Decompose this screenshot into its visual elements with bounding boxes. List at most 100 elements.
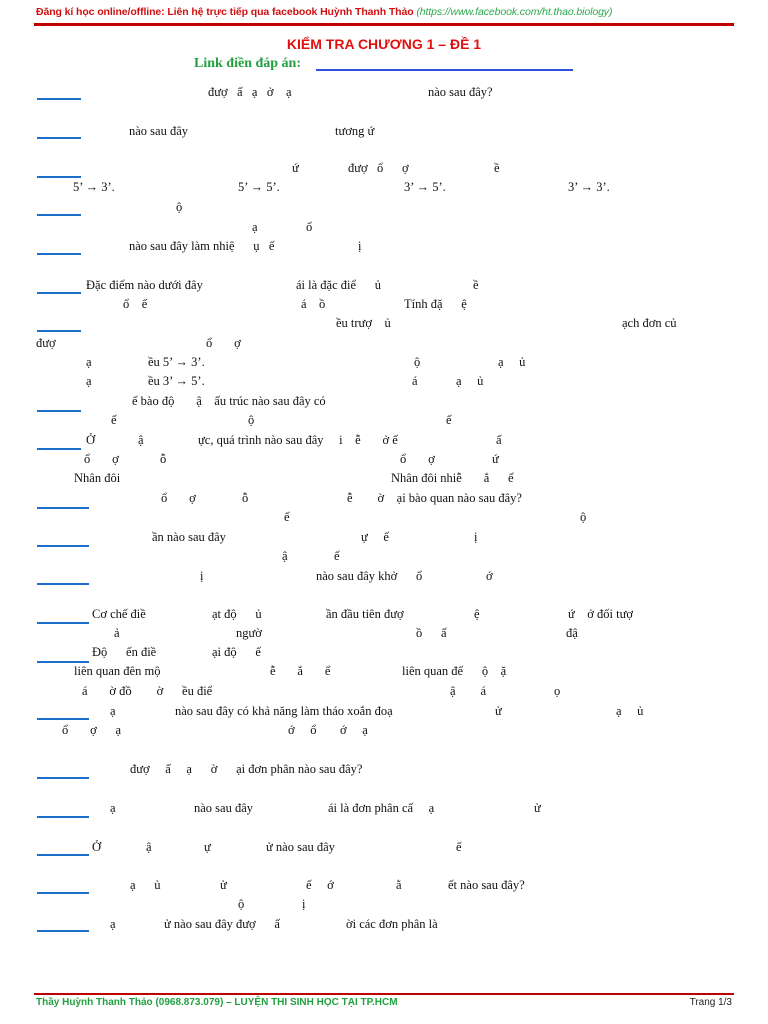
question-text-fragment: ề	[473, 278, 479, 292]
question-text-fragment: ạ ủ	[498, 355, 526, 369]
header-notice: Đăng kí học online/offline: Liên hệ trực…	[36, 6, 612, 18]
question-text-fragment: ể	[334, 549, 340, 563]
question-text-fragment: Ở	[86, 433, 96, 447]
question-text-fragment: ị	[358, 239, 362, 253]
footer-rule	[34, 993, 734, 995]
question-text-fragment: ạ	[110, 917, 116, 931]
question-text-fragment: ế ớ	[306, 878, 334, 892]
answer-blank-1[interactable]	[37, 98, 81, 100]
question-text-fragment: ổ ợ	[206, 336, 241, 350]
question-text-fragment: ạt độ ủ	[212, 607, 262, 621]
answer-blank-6[interactable]	[37, 292, 81, 294]
question-text-fragment: ời các đơn phân là	[346, 917, 438, 931]
answer-blank-12[interactable]	[37, 583, 89, 585]
question-text-fragment: ị	[474, 530, 478, 544]
question-text-fragment: ổ ợ	[161, 491, 196, 505]
question-text-fragment: 5’ → 3’.	[73, 180, 115, 194]
question-text-fragment: ộ	[238, 897, 245, 911]
question-text-fragment: Độ ến điề	[92, 645, 157, 659]
question-text-fragment: ả	[114, 626, 120, 640]
question-text-fragment: ự	[204, 840, 211, 854]
question-text-fragment: ều 3’ → 5’.	[148, 374, 205, 388]
question-text-fragment: ều trượ ủ	[336, 316, 391, 330]
question-text-fragment: ử	[220, 878, 227, 892]
question-text-fragment: đậ	[566, 626, 578, 640]
question-text-fragment: ậ	[282, 549, 288, 563]
question-text-fragment: ết nào sau đây?	[448, 878, 525, 892]
question-text-fragment: ố	[306, 220, 313, 234]
question-text-fragment: Tính đặ ệ	[404, 297, 467, 311]
answer-blank-13[interactable]	[37, 622, 89, 624]
question-text-fragment: liên quan đên mộ	[74, 664, 161, 678]
answer-blank-18[interactable]	[37, 854, 89, 856]
question-text-fragment: ử	[534, 801, 541, 815]
answer-link-field[interactable]	[316, 69, 573, 71]
question-text-fragment: ực, quá trình nào sau đây i ễ ở ế	[198, 433, 398, 447]
question-text-fragment: 3’ → 5’.	[404, 180, 446, 194]
question-text-fragment: 3’ → 3’.	[568, 180, 610, 194]
answer-blank-3[interactable]	[37, 176, 81, 178]
answer-blank-7[interactable]	[37, 330, 81, 332]
question-text-fragment: ạ	[110, 801, 116, 815]
answer-blank-15[interactable]	[37, 718, 89, 720]
question-text-fragment: ễ ắ ể	[270, 664, 331, 678]
question-text-fragment: ế	[446, 413, 452, 427]
question-text-fragment: ộ	[248, 413, 255, 427]
answer-link-label: Link điền đáp án:	[194, 56, 301, 71]
question-text-fragment: 5’ → 5’.	[238, 180, 280, 194]
question-text-fragment: ế	[111, 413, 117, 427]
answer-blank-10[interactable]	[37, 507, 89, 509]
question-text-fragment: ồ ấ	[416, 626, 447, 640]
answer-blank-11[interactable]	[37, 545, 89, 547]
question-text-fragment: ái là đặc điể ủ	[296, 278, 382, 292]
question-text-fragment: ớ	[486, 569, 493, 583]
question-text-fragment: đượ ấ ạ ờ ại đơn phân nào sau đây?	[130, 762, 363, 776]
question-text-fragment: ều 5’ → 3’.	[148, 355, 205, 369]
question-text-fragment: ạ	[86, 374, 92, 388]
question-text-fragment: ạ	[86, 355, 92, 369]
question-text-fragment: ạ ủ	[456, 374, 484, 388]
question-text-fragment: nào sau đây khở ổ	[316, 569, 423, 583]
question-text-fragment: ạ	[252, 220, 258, 234]
answer-blank-8[interactable]	[37, 410, 81, 412]
question-text-fragment: ậ	[146, 840, 152, 854]
answer-blank-9[interactable]	[37, 448, 81, 450]
question-text-fragment: đượ ấ ạ ở ạ	[208, 85, 292, 99]
question-text-fragment: ế	[456, 840, 462, 854]
answer-blank-14[interactable]	[37, 661, 89, 663]
question-text-fragment: Ở	[92, 840, 102, 854]
question-text-fragment: ộ	[414, 355, 421, 369]
answer-blank-17[interactable]	[37, 816, 89, 818]
question-text-fragment: ổ ợ	[84, 452, 119, 466]
question-text-fragment: ộ	[176, 200, 183, 214]
question-text-fragment: ử nào sau đây đượ ấ	[164, 917, 280, 931]
question-text-fragment: ái là đơn phân cấ ạ	[328, 801, 435, 815]
question-text-fragment: ứ	[492, 452, 499, 466]
question-text-fragment: ễ ờ ại bào quan nào sau đây?	[347, 491, 522, 505]
header-rule	[34, 23, 734, 26]
answer-blank-2[interactable]	[37, 137, 81, 139]
question-text-fragment: đượ ổ ợ	[348, 161, 409, 175]
answer-blank-4[interactable]	[37, 214, 81, 216]
question-text-fragment: ọ	[554, 684, 561, 698]
question-text-fragment: ại độ ế	[212, 645, 261, 659]
question-text-fragment: ớ ạ	[340, 723, 368, 737]
facebook-link[interactable]: (https://www.facebook.com/ht.thao.biolog…	[416, 6, 613, 18]
question-text-fragment: ạ ủ	[616, 704, 644, 718]
question-text-fragment: ậ á	[450, 684, 487, 698]
question-text-fragment: ần nào sau đây	[152, 530, 226, 544]
question-text-fragment: Nhân đôi nhiễ ắ ể	[391, 471, 514, 485]
question-text-fragment: Cơ chế điề	[92, 607, 146, 621]
question-text-fragment: ậ	[138, 433, 144, 447]
answer-blank-5[interactable]	[37, 253, 81, 255]
answer-blank-20[interactable]	[37, 930, 89, 932]
question-text-fragment: Đặc điểm nào dưới đây	[86, 278, 203, 292]
question-text-fragment: ỗ	[242, 491, 249, 505]
question-text-fragment: ứ	[292, 161, 299, 175]
question-text-fragment: ỗ	[160, 452, 167, 466]
question-text-fragment: nào sau đây	[129, 124, 189, 138]
answer-blank-19[interactable]	[37, 892, 89, 894]
footer-text: Thầy Huỳnh Thanh Thảo (0968.873.079) – L…	[36, 997, 398, 1008]
answer-blank-16[interactable]	[37, 777, 89, 779]
question-text-fragment: ấ	[496, 433, 502, 447]
